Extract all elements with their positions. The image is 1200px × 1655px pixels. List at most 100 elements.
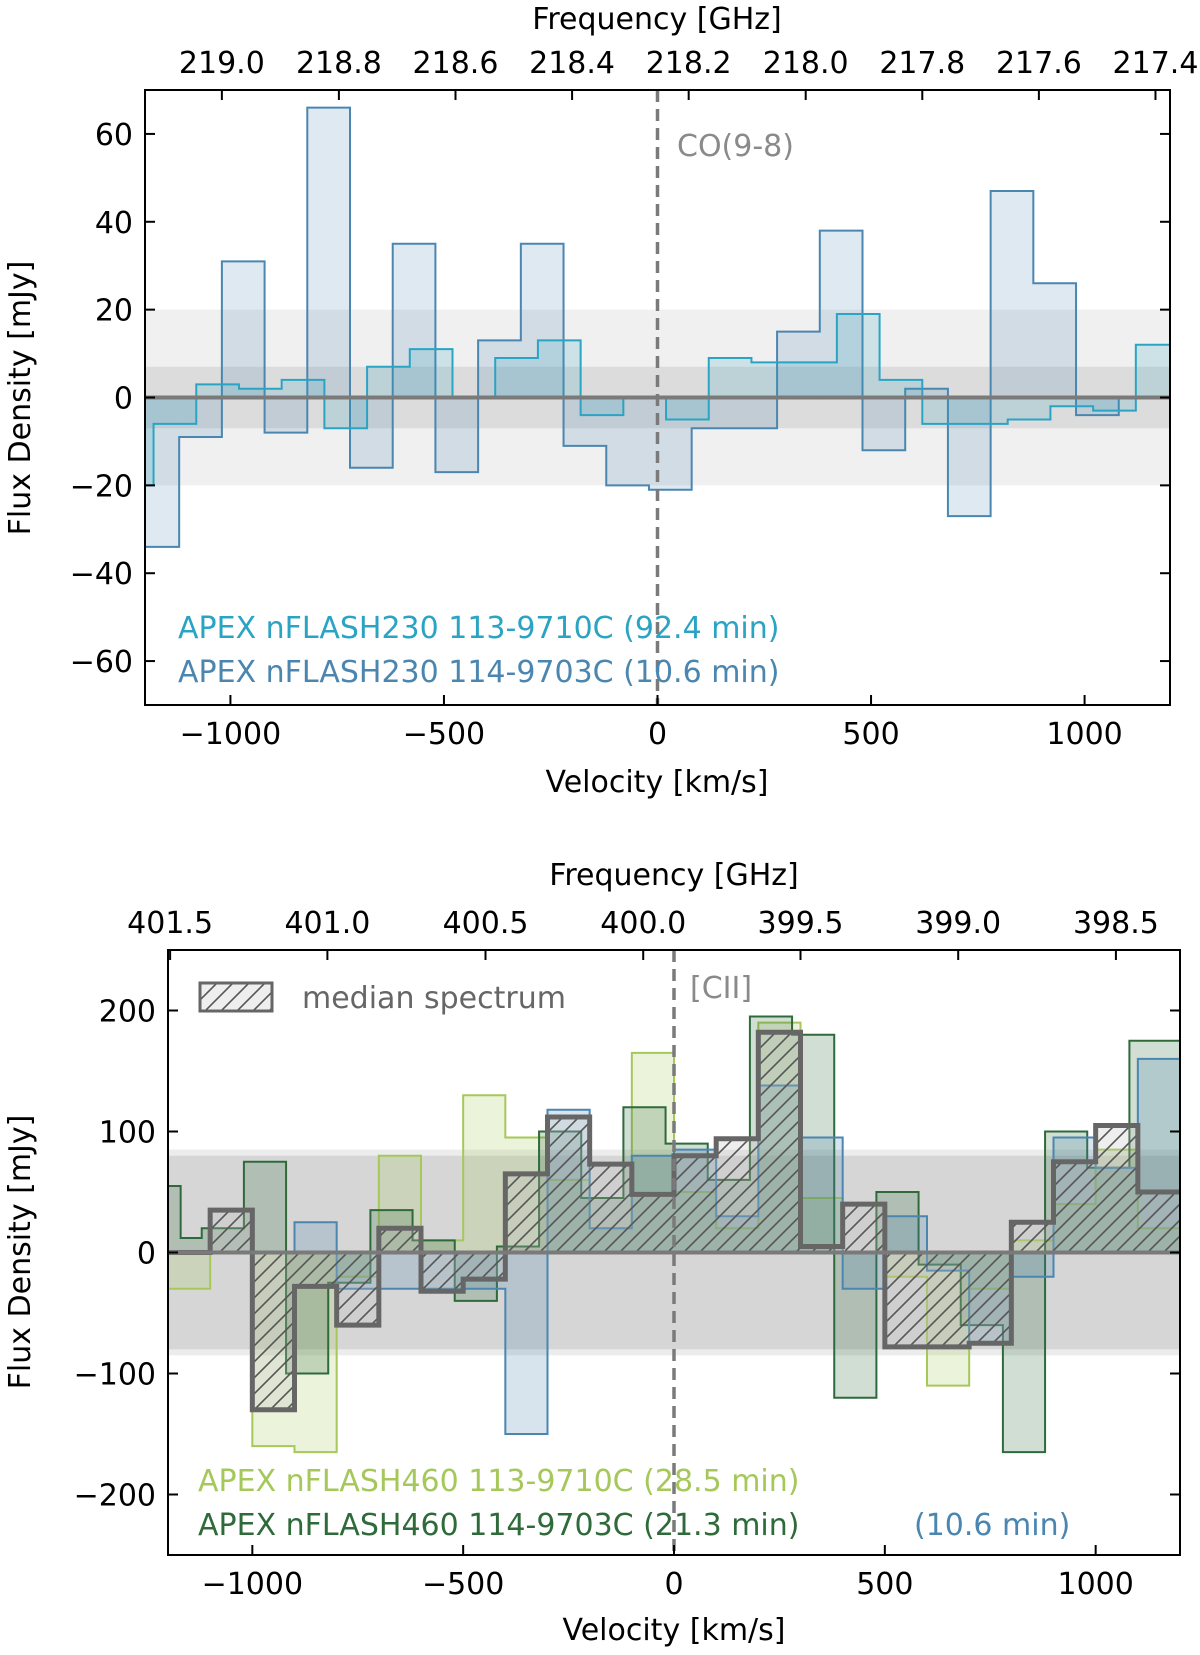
spectrum-bar [836, 314, 880, 398]
spectrum-bar [421, 1252, 464, 1292]
spectrum-bar [589, 1164, 632, 1253]
spectrum-bar [606, 397, 649, 486]
spectrum-bar [180, 1237, 202, 1253]
spectrum-bar [716, 1138, 759, 1253]
spectrum-bar [294, 1252, 337, 1287]
spectrum-bar [435, 397, 479, 473]
y-tick-label: −40 [70, 557, 133, 592]
spectrum-bar [758, 1032, 801, 1253]
spectrum-bar [947, 397, 991, 517]
cii-line-label: [CII] [690, 971, 752, 1006]
spectrum-bar [168, 1252, 211, 1289]
y-tick-label: −20 [70, 469, 133, 504]
spectrum-bar [505, 1173, 548, 1253]
spectrum-bar [367, 366, 410, 398]
spectrum-outline [168, 1015, 1181, 1454]
top-tick-label: 400.5 [443, 906, 529, 941]
legend-entry: APEX nFLASH230 113-9710C (92.4 min) [178, 611, 779, 646]
spectrum-outline [168, 1029, 1180, 1413]
spectrum-bar [495, 357, 538, 398]
spectrum-bar [734, 397, 778, 429]
spectrum-bar [294, 1222, 337, 1253]
median-legend-label: median spectrum [302, 981, 566, 1016]
y-tick-label: 20 [95, 294, 133, 329]
reference-lines [145, 90, 1170, 705]
spectra [145, 106, 1170, 548]
spectrum-bar [965, 397, 1008, 424]
spectrum-bar [800, 1198, 843, 1253]
spectrum-bar [463, 1095, 506, 1253]
x-tick-label: 0 [648, 717, 667, 752]
spectrum-bar [834, 1252, 877, 1398]
top-tick-label: 400.0 [600, 906, 686, 941]
spectrum-bar [990, 191, 1034, 398]
top-tick-label: 398.5 [1073, 906, 1159, 941]
spectrum-bar [392, 243, 436, 398]
spectrum-bar [905, 388, 948, 398]
spectrum-bar [777, 331, 820, 398]
spectrum-bar [884, 1252, 927, 1347]
spectrum-bar [666, 397, 709, 420]
spectrum-bar [196, 384, 239, 398]
spectrum-bar [1053, 1161, 1096, 1253]
ticks: −1000 −500 0 500 1000 −60 −40 −20 0 20 40 60 219.0 21… [70, 46, 1199, 752]
spectrum-bar [537, 340, 581, 398]
x-tick-label: 1000 [1046, 717, 1122, 752]
spectrum-bar [238, 388, 282, 398]
spectrum-bar [478, 340, 521, 398]
spectrum-series [168, 1029, 1180, 1413]
spectrum-series [145, 106, 1170, 548]
spectrum-bar [800, 1246, 843, 1253]
x-tick-label: −1000 [180, 717, 281, 752]
spectrum-bar [1093, 397, 1136, 411]
x-axis-title: Velocity [km/s] [563, 1613, 786, 1648]
top-freq-axis-title: Frequency [GHz] [532, 2, 781, 37]
top-tick-label: 218.4 [529, 46, 615, 81]
spectrum-outline [145, 106, 1170, 548]
spectrum-bar [547, 1116, 590, 1253]
x-tick-label: −1000 [202, 1567, 303, 1602]
top-tick-label: 399.0 [915, 906, 1001, 941]
y-tick-label: −60 [70, 645, 133, 680]
top-freq-axis-title: Frequency [GHz] [549, 858, 798, 893]
top-tick-label: 219.0 [179, 46, 265, 81]
spectrum-bar [922, 397, 965, 424]
y-tick-label: 60 [95, 118, 133, 153]
legend-entry: APEX nFLASH460 113-9710C (28.5 min) [198, 1464, 799, 1499]
spectrum-bar [168, 1185, 181, 1253]
spectrum-bar [1135, 344, 1170, 398]
spectrum-bar [505, 1252, 548, 1434]
spectrum-bar [879, 379, 923, 398]
spectrum-series [145, 313, 1170, 487]
y-axis-title: Flux Density [mJy] [3, 1115, 38, 1390]
top-tick-label: 217.6 [996, 46, 1082, 81]
spectrum-bar [751, 362, 795, 398]
y-tick-label: −200 [74, 1479, 156, 1514]
spectrum-bar [1011, 1252, 1054, 1277]
y-tick-label: 200 [99, 995, 156, 1030]
spectrum-bar [1095, 1125, 1138, 1253]
spectrum-bar [221, 261, 265, 398]
y-axis-title: Flux Density [mJy] [3, 261, 38, 536]
spectrum-bar [842, 1252, 885, 1289]
top-tick-label: 399.5 [758, 906, 844, 941]
co-line-label: CO(9-8) [677, 129, 794, 164]
panel-top: −1000 −500 0 500 1000 −60 −40 −20 0 20 40 60 219.0 21… [3, 2, 1198, 800]
spectrum-bar [378, 1228, 421, 1253]
axes-frame [167, 949, 1181, 1556]
spectrum-bar [252, 1252, 295, 1410]
spectra [168, 1015, 1181, 1454]
spectrum-bar [520, 243, 564, 398]
spectrum-bar [927, 1252, 970, 1347]
spectrum-bar [463, 1252, 506, 1280]
spectrum-bar [580, 397, 624, 416]
spectrum-outline [145, 313, 1170, 487]
y-tick-label: 100 [99, 1116, 156, 1151]
top-tick-label: 401.5 [127, 906, 213, 941]
legend-entry: APEX nFLASH460 114-9703C (21.3 min) [198, 1508, 799, 1543]
legend-entry: (10.6 min) [914, 1508, 1070, 1543]
spectrum-bar [1050, 397, 1094, 407]
legend-entry: APEX nFLASH230 114-9703C (10.6 min) [178, 655, 779, 690]
